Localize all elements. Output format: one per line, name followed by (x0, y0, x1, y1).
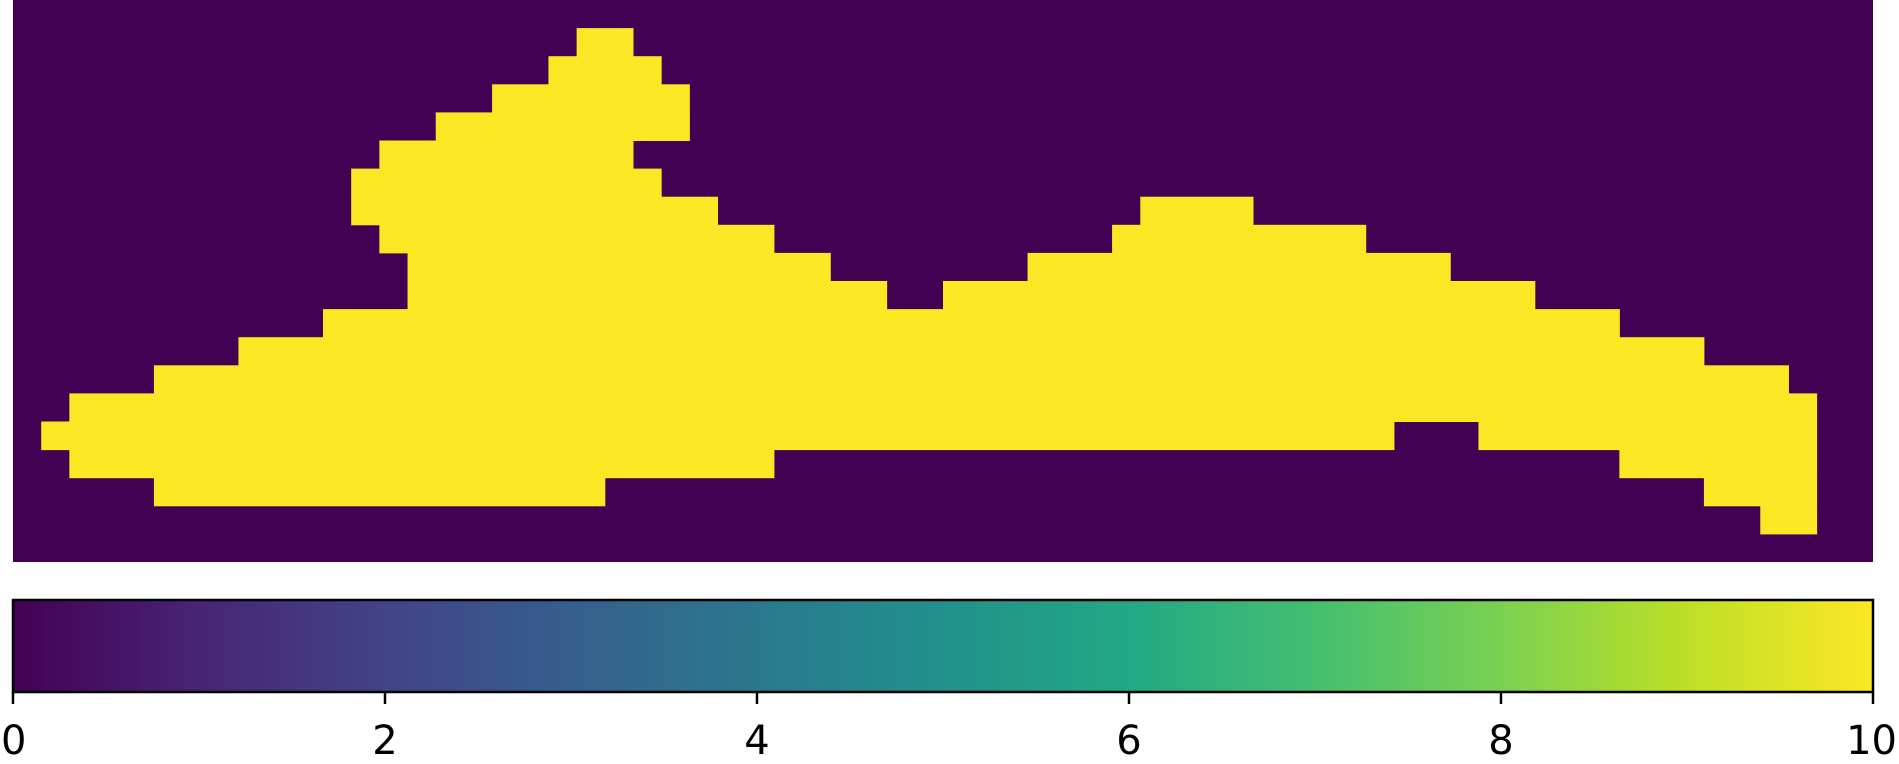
heatmap-cell-run (1619, 449, 1818, 479)
heatmap-cell-run (69, 393, 1818, 422)
heatmap-cell-run (351, 196, 719, 226)
colorbar-ticks: 0 2 4 6 8 10 (1, 692, 1897, 764)
heatmap-cell-run (407, 252, 831, 282)
heatmap-cell-run (41, 421, 1395, 451)
heatmap-cell-run (351, 168, 662, 198)
colorbar-tick-label: 8 (1488, 718, 1513, 764)
colorbar-tick-label: 10 (1846, 718, 1897, 764)
heatmap-cell-run (576, 28, 634, 57)
heatmap-cell-run (407, 281, 888, 310)
colorbar-tick-label: 4 (744, 718, 769, 764)
heatmap-cell-run (1760, 505, 1818, 535)
heatmap-cell-run (238, 337, 1705, 366)
heatmap-cell-run (1112, 224, 1367, 254)
colorbar-gradient (11, 598, 1875, 694)
heatmap-cell-run (1478, 421, 1818, 451)
heatmap-cell-run (153, 365, 1789, 394)
heatmap-cell-run (548, 56, 662, 85)
heatmap-cell-run (943, 281, 1536, 310)
heatmap-cell-run (492, 84, 690, 113)
colorbar-tick-label: 6 (1116, 718, 1141, 764)
heatmap-cell-run (435, 112, 690, 141)
heatmap-cell-run (69, 449, 775, 479)
heatmap-cell-run (1027, 252, 1451, 282)
heatmap-cell-run (1703, 477, 1818, 507)
heatmap-cell-run (379, 224, 775, 254)
colorbar-tick-label: 0 (1, 718, 26, 764)
heatmap-cell-run (323, 309, 1620, 338)
heatmap-plot-area (13, 0, 1873, 562)
heatmap-cell-run (379, 140, 634, 170)
colorbar-tick-label: 2 (372, 718, 397, 764)
heatmap-cell-run (1140, 196, 1254, 226)
colorbar: 0 2 4 6 8 10 (1, 598, 1897, 764)
heatmap-cell-run (153, 477, 606, 507)
